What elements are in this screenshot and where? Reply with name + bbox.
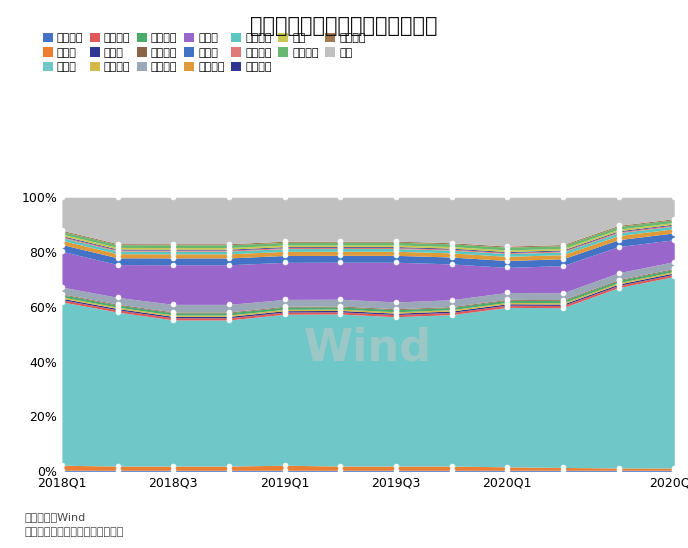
Text: 近三年公募基金股票持仓行业分布: 近三年公募基金股票持仓行业分布 [250,16,438,36]
Text: Wind: Wind [304,327,432,369]
Text: 数据来源：Wind: 数据来源：Wind [24,512,85,522]
Text: 注：按证监会一级行业分类统计。: 注：按证监会一级行业分类统计。 [24,527,123,537]
Legend: 农林牧渔, 采矿业, 制造业, 水电煤气, 建筑业, 批发零售, 交运仓储, 住宿餐饮, 信息技术, 金融业, 房地产, 租赁商务, 科研技术, 水利环境, 居: 农林牧渔, 采矿业, 制造业, 水电煤气, 建筑业, 批发零售, 交运仓储, 住… [43,33,366,72]
